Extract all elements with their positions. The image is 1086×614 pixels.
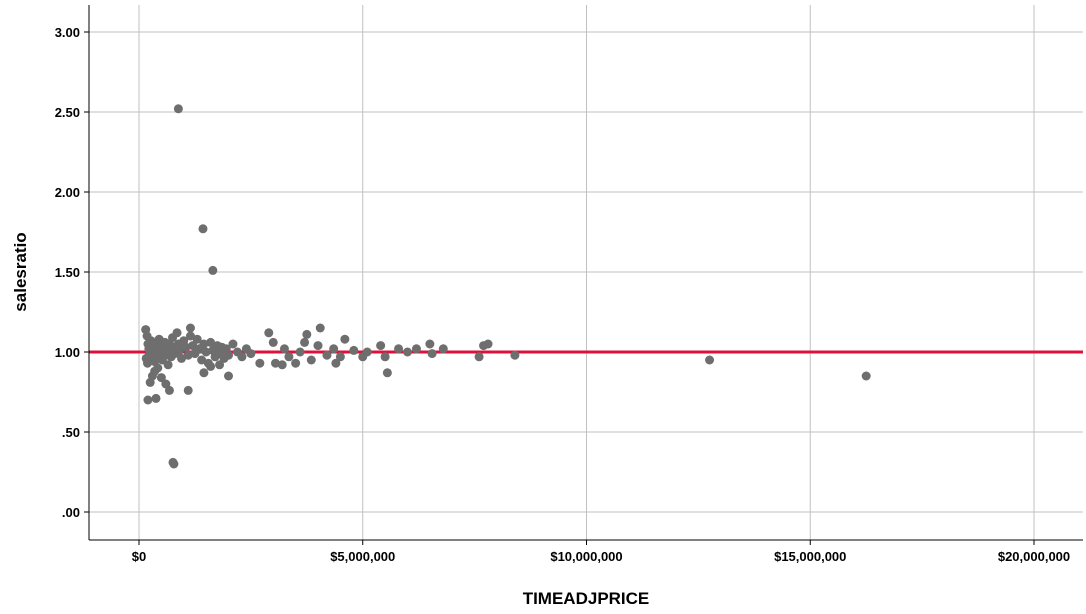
- data-point: [228, 339, 238, 349]
- data-point: [331, 358, 341, 368]
- data-point: [861, 371, 871, 381]
- x-tick-label: $20,000,000: [998, 549, 1070, 564]
- data-point: [192, 334, 202, 344]
- x-tick-label: $15,000,000: [774, 549, 846, 564]
- data-point: [185, 331, 195, 341]
- data-point: [172, 328, 182, 338]
- data-point: [474, 352, 484, 362]
- data-point: [153, 363, 163, 373]
- data-point: [197, 355, 207, 365]
- data-point: [268, 337, 278, 347]
- data-point: [199, 339, 209, 349]
- data-point: [169, 459, 179, 469]
- data-point: [335, 352, 345, 362]
- data-point: [349, 345, 359, 355]
- y-axis-title: salesratio: [11, 232, 30, 311]
- data-point: [438, 344, 448, 354]
- data-point: [143, 358, 153, 368]
- data-point: [183, 350, 193, 360]
- y-tick-label: 3.00: [55, 25, 80, 40]
- x-tick-labels: $0 $5,000,000 $10,000,000 $15,000,000 $20,00…: [132, 549, 1070, 564]
- data-point: [164, 385, 174, 395]
- data-point: [183, 385, 193, 395]
- data-point: [199, 368, 209, 378]
- x-axis-title: TIMEADJPRICE: [523, 589, 650, 608]
- data-point: [362, 347, 372, 357]
- data-point: [215, 360, 225, 370]
- data-point: [224, 350, 233, 360]
- data-point: [279, 344, 289, 354]
- data-point: [208, 265, 218, 275]
- data-point: [177, 353, 187, 363]
- y-tick-label: 2.50: [55, 105, 80, 120]
- y-tick-labels: .00 .50 1.00 1.50 2.00 2.50 3.00: [55, 25, 80, 520]
- data-point: [246, 349, 256, 359]
- data-point: [427, 349, 437, 359]
- data-point: [300, 337, 310, 347]
- data-point: [411, 344, 421, 354]
- data-point: [188, 341, 198, 351]
- data-point: [284, 352, 294, 362]
- data-point: [382, 368, 392, 378]
- data-point: [201, 347, 211, 357]
- y-tick-label: .00: [62, 505, 80, 520]
- x-tick-label: $10,000,000: [550, 549, 622, 564]
- data-point: [340, 334, 350, 344]
- axes: [84, 5, 1083, 545]
- data-point: [224, 371, 233, 381]
- gridlines: [89, 5, 1083, 540]
- data-point: [322, 350, 332, 360]
- data-point: [291, 358, 301, 368]
- data-point: [143, 395, 153, 405]
- y-tick-label: 1.00: [55, 345, 80, 360]
- data-point: [156, 373, 166, 383]
- data-point: [277, 360, 287, 370]
- data-point: [302, 329, 312, 339]
- x-tick-label: $0: [132, 549, 146, 564]
- data-point: [376, 341, 386, 351]
- data-point: [394, 344, 404, 354]
- data-points: [141, 104, 871, 469]
- data-point: [313, 341, 323, 351]
- data-point: [198, 224, 208, 234]
- data-point: [181, 342, 191, 352]
- data-point: [306, 355, 316, 365]
- y-tick-label: .50: [62, 425, 80, 440]
- data-point: [237, 352, 247, 362]
- data-point: [483, 339, 493, 349]
- data-point: [403, 347, 412, 357]
- x-tick-label: $5,000,000: [330, 549, 395, 564]
- data-point: [315, 323, 325, 333]
- y-tick-label: 1.50: [55, 265, 80, 280]
- data-point: [206, 361, 216, 371]
- data-point: [151, 393, 161, 403]
- data-point: [206, 337, 216, 347]
- data-point: [174, 345, 184, 355]
- data-point: [264, 328, 274, 338]
- data-point: [380, 352, 390, 362]
- data-point: [329, 344, 339, 354]
- data-point: [510, 350, 520, 360]
- data-point: [163, 360, 173, 370]
- data-point: [185, 323, 195, 333]
- data-point: [425, 339, 435, 349]
- data-point: [295, 347, 305, 357]
- data-point: [705, 355, 715, 365]
- data-point: [173, 104, 183, 114]
- y-tick-label: 2.00: [55, 185, 80, 200]
- data-point: [270, 358, 280, 368]
- data-point: [255, 358, 265, 368]
